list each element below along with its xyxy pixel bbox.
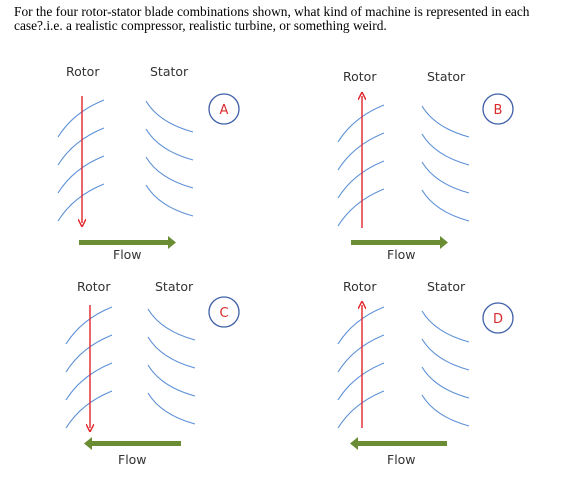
flow-arrow-b <box>351 236 448 249</box>
flow-arrow-c <box>84 437 181 450</box>
rotor-label-d: Rotor <box>343 279 377 294</box>
rotor-blade <box>337 390 385 429</box>
panel-d: D <box>337 302 514 450</box>
stator-label-d: Stator <box>427 279 466 294</box>
rotor-label-c: Rotor <box>77 279 111 294</box>
stator-blade <box>421 366 470 399</box>
rotor-blade <box>337 306 385 345</box>
rotor-label-b: Rotor <box>343 69 377 84</box>
stator-blade <box>421 105 470 138</box>
panel-badge-b-text: B <box>494 103 503 118</box>
stator-blade <box>421 338 470 371</box>
rotor-blade <box>65 362 113 401</box>
panel-c: C <box>65 296 240 450</box>
rotor-label-a: Rotor <box>66 64 100 79</box>
rotor-blades-d <box>337 306 385 429</box>
rotor-blades-a <box>57 99 105 222</box>
stator-blade <box>145 156 194 189</box>
rotor-blade <box>65 306 113 345</box>
rotor-blade <box>57 155 105 194</box>
panel-badge-c-text: C <box>219 306 228 321</box>
stator-blade <box>145 184 194 217</box>
stator-label-a: Stator <box>150 64 189 79</box>
flow-label-d: Flow <box>387 452 416 467</box>
stator-blade <box>421 133 470 166</box>
rotor-blade <box>65 334 113 373</box>
panel-b: B <box>337 93 514 249</box>
stator-blade <box>421 161 470 194</box>
stator-blades-b <box>421 105 470 222</box>
stator-blade <box>421 189 470 222</box>
rotor-blade <box>337 188 385 227</box>
stator-blades-c <box>147 308 196 425</box>
flow-label-b: Flow <box>387 247 416 262</box>
rotor-blades-b <box>337 104 385 227</box>
panel-a: A <box>57 93 240 249</box>
flow-label-a: Flow <box>113 247 142 262</box>
stator-blade <box>147 336 196 369</box>
stator-blade <box>421 310 470 343</box>
panel-badge-c <box>208 296 240 328</box>
flow-arrow-d <box>350 437 447 450</box>
stator-blade <box>145 128 194 161</box>
stator-blades-d <box>421 310 470 427</box>
rotor-blade <box>337 362 385 401</box>
stator-label-c: Stator <box>155 279 194 294</box>
stator-label-b: Stator <box>427 69 466 84</box>
stator-blade <box>147 364 196 397</box>
panel-badge-d-text: D <box>493 312 503 327</box>
stator-blade <box>421 394 470 427</box>
stator-blades-a <box>145 100 194 217</box>
rotor-blade <box>337 334 385 373</box>
panel-badge-d <box>482 302 514 334</box>
panel-badge-a <box>208 93 240 125</box>
rotor-blade <box>337 160 385 199</box>
rotor-blade <box>57 99 105 138</box>
rotor-blade <box>57 183 105 222</box>
rotor-blade <box>57 127 105 166</box>
panel-badge-a-text: A <box>220 103 229 118</box>
stator-blade <box>147 308 196 341</box>
flow-arrow-a <box>79 236 176 249</box>
stator-blade <box>147 392 196 425</box>
flow-label-c: Flow <box>118 452 147 467</box>
rotor-blades-c <box>65 306 113 429</box>
rotor-blade <box>337 132 385 171</box>
panel-badge-b <box>482 93 514 125</box>
rotor-blade <box>65 390 113 429</box>
rotor-blade <box>337 104 385 143</box>
question-text: For the four rotor-stator blade combinat… <box>14 4 530 33</box>
stator-blade <box>145 100 194 133</box>
